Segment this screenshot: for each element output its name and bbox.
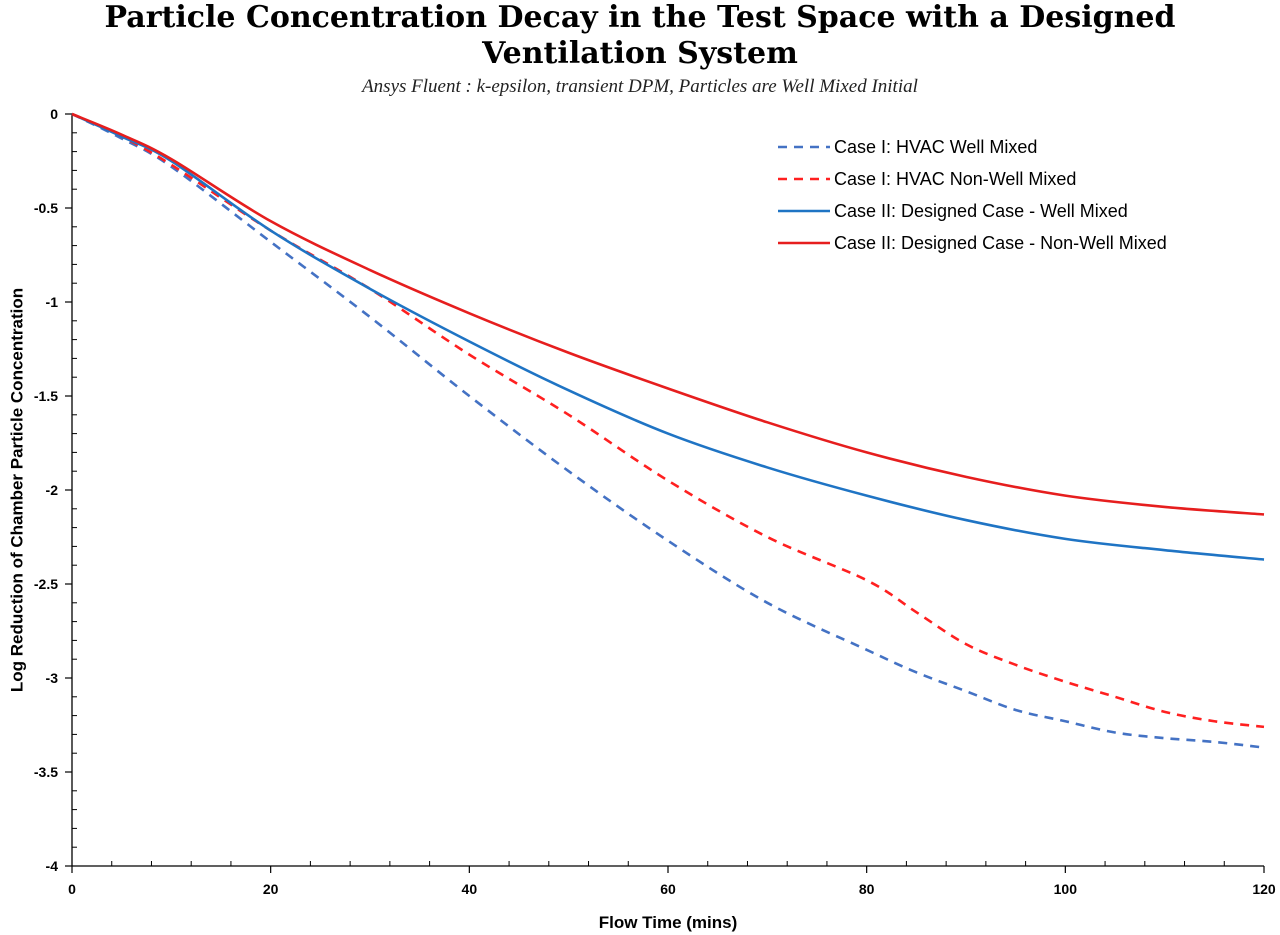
- legend: Case I: HVAC Well Mixed Case I: HVAC Non-…: [778, 137, 1167, 253]
- y-tick-label: -3.5: [34, 764, 58, 780]
- x-tick-label: 80: [859, 881, 875, 897]
- x-axis-label: Flow Time (mins): [599, 913, 738, 932]
- y-tick-label: -2.5: [34, 576, 58, 592]
- y-tick-label: -0.5: [34, 200, 58, 216]
- series-line-4: [71, 112, 1265, 516]
- axes: 0 20 40 60 80 100 120 0 -0.5 -1 -1.5 -2 -2.5 -3 -3.5 -4: [34, 106, 1276, 897]
- series-lines: [71, 112, 1265, 749]
- y-tick-label: -2: [46, 482, 59, 498]
- x-tick-label: 40: [462, 881, 478, 897]
- y-tick-label: -1.5: [34, 388, 58, 404]
- y-tick-label: 0: [50, 106, 58, 122]
- chart-subtitle: Ansys Fluent : k-epsilon, transient DPM,…: [362, 76, 918, 97]
- chart-title-line2: Ventilation System: [482, 36, 798, 71]
- y-tick-label: -3: [46, 670, 59, 686]
- chart-title-line1: Particle Concentration Decay in the Test…: [104, 0, 1176, 35]
- x-tick-label: 60: [660, 881, 676, 897]
- legend-entry-1: Case I: HVAC Well Mixed: [834, 137, 1037, 157]
- y-axis-label: Log Reduction of Chamber Particle Concen…: [7, 288, 26, 692]
- x-tick-label: 0: [68, 881, 76, 897]
- series-line-3: [71, 112, 1265, 561]
- y-tick-label: -4: [46, 858, 59, 874]
- x-tick-label: 20: [263, 881, 279, 897]
- legend-entry-4: Case II: Designed Case - Non-Well Mixed: [834, 233, 1167, 253]
- legend-entry-3: Case II: Designed Case - Well Mixed: [834, 201, 1128, 221]
- x-tick-label: 100: [1054, 881, 1078, 897]
- y-tick-label: -1: [46, 294, 59, 310]
- x-tick-label: 120: [1252, 881, 1276, 897]
- legend-entry-2: Case I: HVAC Non-Well Mixed: [834, 169, 1076, 189]
